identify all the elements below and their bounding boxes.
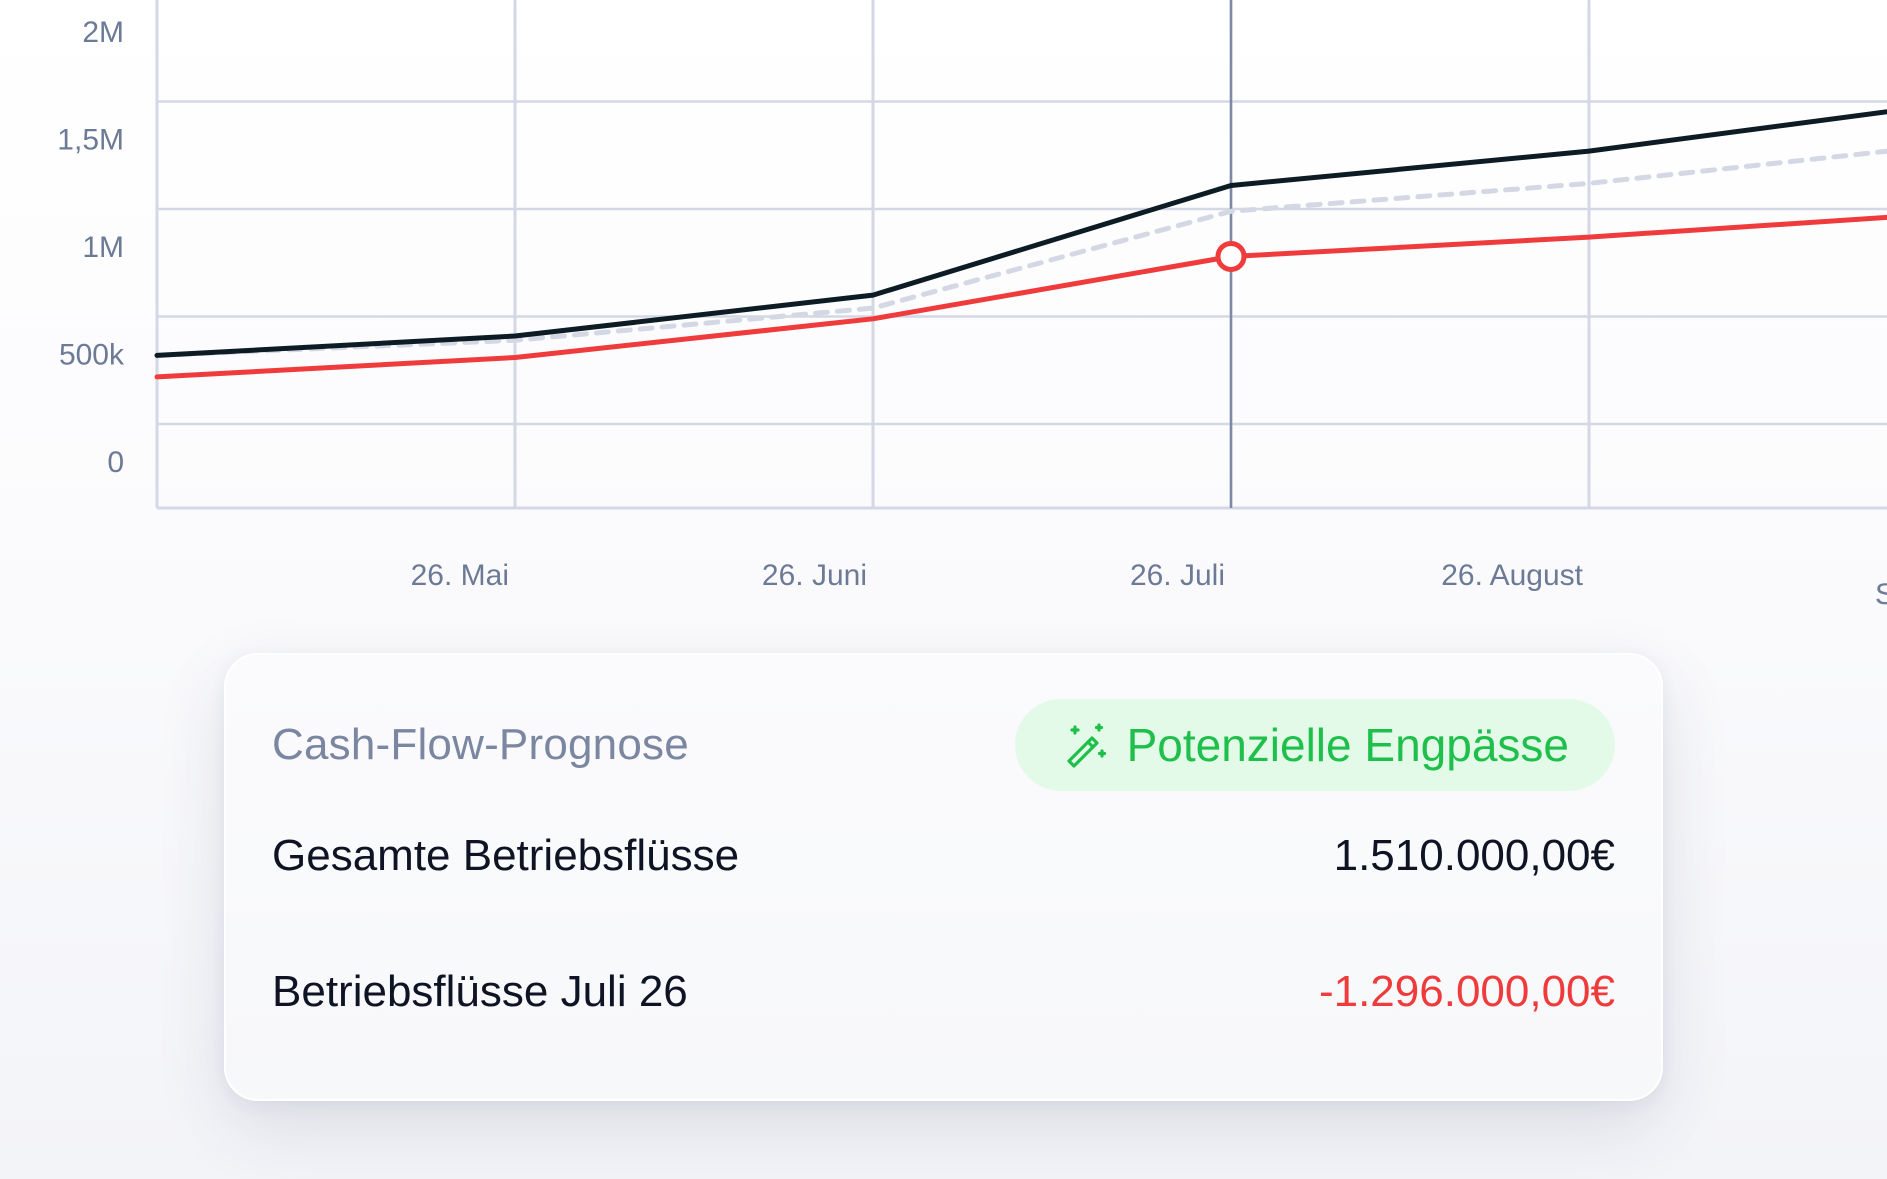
chart-markers[interactable] — [1215, 240, 1247, 272]
series-line-dashed — [154, 148, 1887, 358]
cash-flow-summary-card: Cash-Flow-Prognose Potenzielle Engpässe … — [224, 653, 1663, 1101]
y-tick-label: 1M — [82, 231, 124, 264]
row-label: Gesamte Betriebsflüsse — [272, 831, 740, 880]
potential-bottlenecks-badge[interactable]: Potenzielle Engpässe — [1014, 699, 1615, 791]
x-tick-label: Septem — [1875, 578, 1887, 611]
x-tick-label: 26. Juli — [1130, 559, 1225, 592]
chart-grid — [155, 0, 1887, 510]
badge-label: Potenzielle Engpässe — [1126, 719, 1569, 771]
row-value: 1.510.000,00€ — [1333, 831, 1615, 880]
y-tick-label: 0 — [107, 446, 124, 479]
y-tick-label: 500k — [59, 339, 125, 372]
total-operating-flows-row: Gesamte Betriebsflüsse 1.510.000,00€ — [272, 831, 1615, 881]
y-tick-label: 1,5M — [57, 124, 124, 157]
x-tick-label: 26. Juni — [762, 559, 867, 592]
y-tick-label: 2M — [82, 16, 124, 49]
series-line — [154, 109, 1887, 358]
x-tick-label: 26. August — [1441, 559, 1583, 592]
magic-wand-icon — [1066, 723, 1106, 768]
highlight-point[interactable] — [1215, 240, 1247, 272]
card-header: Cash-Flow-Prognose Potenzielle Engpässe — [272, 699, 1615, 791]
x-axis-ticks: 26. Mai 26. Juni 26. Juli 26. August Septem — [411, 559, 1887, 611]
row-label: Betriebsflüsse Juli 26 — [272, 967, 688, 1016]
y-axis-ticks: 0 500k 1M 1,5M 2M — [57, 16, 125, 479]
row-value-negative: -1.296.000,00€ — [1318, 967, 1615, 1016]
card-title: Cash-Flow-Prognose — [272, 720, 689, 769]
series-line — [154, 214, 1887, 380]
x-tick-label: 26. Mai — [411, 559, 509, 592]
july-operating-flows-row: Betriebsflüsse Juli 26 -1.296.000,00€ — [272, 967, 1615, 1017]
chart-series — [154, 109, 1887, 380]
